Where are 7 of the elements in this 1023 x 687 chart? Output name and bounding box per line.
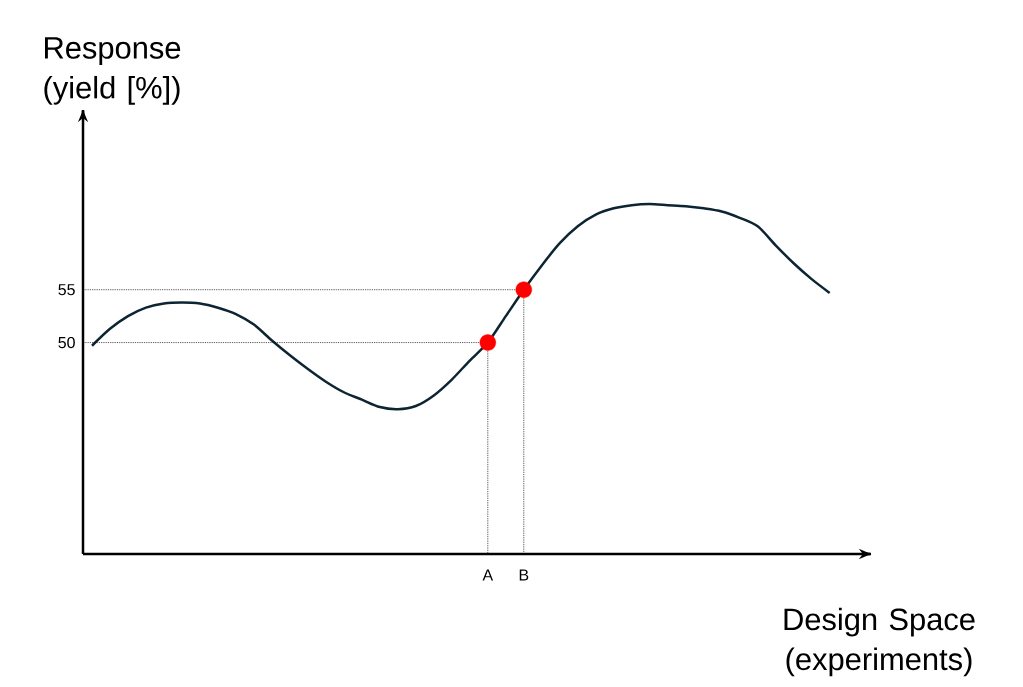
y-axis-title: Response (yield [%]) <box>44 37 181 105</box>
x-tick-label: A <box>482 569 494 581</box>
x-axis-title: Design Space (experiments) <box>784 607 975 677</box>
line-series <box>90 202 831 411</box>
y-tick-label: 50 <box>58 336 75 349</box>
x-tick-label: B <box>519 569 529 581</box>
y-tick-label: 55 <box>58 284 75 296</box>
